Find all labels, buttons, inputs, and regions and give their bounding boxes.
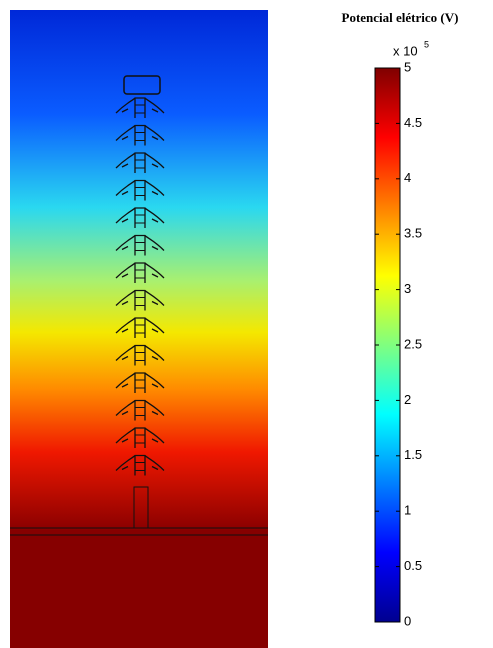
tick-label: 2 [404, 392, 411, 407]
tick-label: 0 [404, 613, 411, 628]
tick-label: 4 [404, 170, 411, 185]
field-plot [10, 10, 268, 648]
tick-label: 1 [404, 503, 411, 518]
ground [10, 530, 268, 648]
figure: Potencial elétrico (V) x 10 5 0 0.5 1 1.5 2 2… [0, 0, 493, 648]
tick-label: 1.5 [404, 447, 422, 462]
tick-label: 3 [404, 281, 411, 296]
tick-label: 2.5 [404, 336, 422, 351]
colorbar-title: Potencial elétrico (V) [342, 10, 459, 25]
tick-label: 3.5 [404, 226, 422, 241]
tick-label: 5 [404, 59, 411, 74]
scale-exponent: 5 [424, 39, 429, 49]
tick-label: 4.5 [404, 115, 422, 130]
tick-label: 0.5 [404, 558, 422, 573]
scale-base: x 10 [393, 43, 418, 58]
